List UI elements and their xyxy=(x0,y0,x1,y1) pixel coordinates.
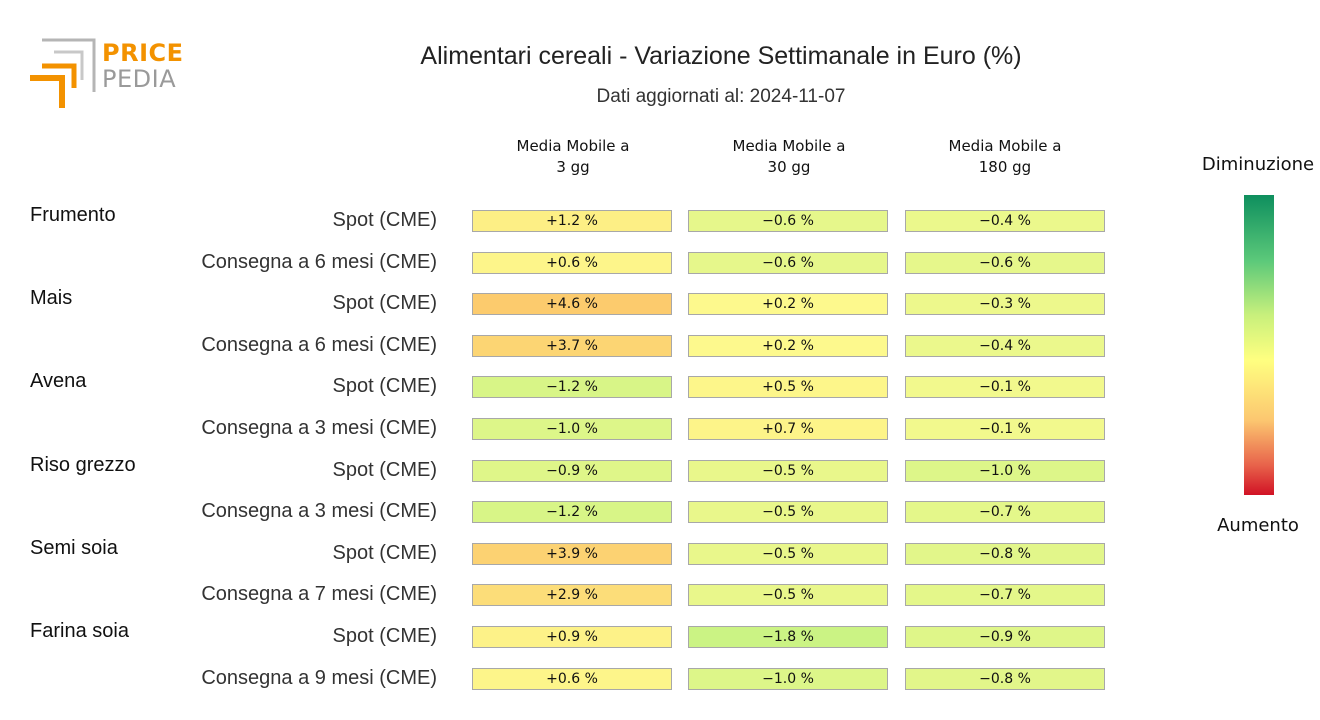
heatmap-cell: +4.6 % xyxy=(472,293,672,316)
heatmap-cell: −0.8 % xyxy=(905,542,1105,565)
heatmap-cell: −0.6 % xyxy=(688,251,888,274)
heatmap-cell: −0.7 % xyxy=(905,584,1105,607)
row-label: Consegna a 7 mesi (CME) xyxy=(201,583,437,606)
legend-label-decrease: Diminuzione xyxy=(1201,154,1315,175)
legend-colorbar xyxy=(1244,195,1274,495)
column-header-line2: 180 gg xyxy=(978,158,1032,176)
row-label: Spot (CME) xyxy=(332,541,437,564)
row-label: Consegna a 6 mesi (CME) xyxy=(201,250,437,273)
heatmap-cell: −1.2 % xyxy=(472,376,672,399)
heatmap-cell: −1.0 % xyxy=(472,418,672,440)
heatmap-cell: −0.9 % xyxy=(905,626,1105,648)
column-header-line1: Media Mobile a xyxy=(732,137,846,155)
row-label: Spot (CME) xyxy=(332,625,437,647)
group-label: Frumento xyxy=(30,204,116,226)
heatmap-cell: −1.2 % xyxy=(472,501,672,524)
column-header: Media Mobile a 3 gg xyxy=(472,136,674,178)
heatmap-cell: −0.1 % xyxy=(905,376,1105,399)
group-label: Farina soia xyxy=(30,620,129,642)
heatmap-cell: −0.1 % xyxy=(905,418,1105,440)
heatmap-cell: +0.6 % xyxy=(472,251,672,274)
row-label: Consegna a 3 mesi (CME) xyxy=(201,417,437,439)
row-label: Spot (CME) xyxy=(332,375,437,398)
row-label: Spot (CME) xyxy=(332,458,437,481)
row-label: Consegna a 3 mesi (CME) xyxy=(201,500,437,523)
heatmap-cell: +0.2 % xyxy=(688,293,888,316)
heatmap-cell: −1.8 % xyxy=(688,626,888,648)
row-label: Consegna a 6 mesi (CME) xyxy=(201,333,437,356)
heatmap-cell: −1.0 % xyxy=(688,667,888,690)
chart-title: Alimentari cereali - Variazione Settiman… xyxy=(420,42,1022,70)
heatmap-cell: −0.6 % xyxy=(905,251,1105,274)
column-header-line2: 30 gg xyxy=(767,158,811,176)
heatmap-cell: −0.3 % xyxy=(905,293,1105,316)
heatmap-cell: +2.9 % xyxy=(472,584,672,607)
heatmap-cell: −0.4 % xyxy=(905,334,1105,357)
logo-text-price: PRICE xyxy=(102,39,184,67)
group-label: Mais xyxy=(30,287,73,310)
group-label: Avena xyxy=(30,370,87,393)
heatmap-cell: −0.5 % xyxy=(688,584,888,607)
heatmap-cell: −0.8 % xyxy=(905,667,1105,690)
row-label: Consegna a 9 mesi (CME) xyxy=(201,666,437,689)
column-header-line1: Media Mobile a xyxy=(516,137,630,155)
heatmap-cell: +0.5 % xyxy=(688,376,888,399)
group-label: Semi soia xyxy=(30,536,118,559)
heatmap-cell: −0.5 % xyxy=(688,459,888,482)
heatmap-cell: +1.2 % xyxy=(472,210,672,232)
heatmap-cell: +0.9 % xyxy=(472,626,672,648)
column-header: Media Mobile a 30 gg xyxy=(688,136,890,178)
column-header-line1: Media Mobile a xyxy=(948,137,1062,155)
heatmap-cell: −0.4 % xyxy=(905,210,1105,232)
heatmap-cell: −1.0 % xyxy=(905,459,1105,482)
heatmap-cell: −0.9 % xyxy=(472,459,672,482)
column-header: Media Mobile a 180 gg xyxy=(904,136,1106,178)
heatmap-cell: −0.5 % xyxy=(688,501,888,524)
heatmap-cell: +0.7 % xyxy=(688,418,888,440)
logo-mark-icon xyxy=(30,38,96,108)
logo-text-pedia: PEDIA xyxy=(102,65,177,93)
heatmap-cell: +3.9 % xyxy=(472,542,672,565)
heatmap-cell: +3.7 % xyxy=(472,334,672,357)
heatmap-cell: −0.5 % xyxy=(688,542,888,565)
heatmap-cell: +0.2 % xyxy=(688,334,888,357)
row-label: Spot (CME) xyxy=(332,209,437,231)
pricepedia-logo: PRICE PEDIA xyxy=(28,36,188,112)
heatmap-cell: −0.7 % xyxy=(905,501,1105,524)
legend-label-increase: Aumento xyxy=(1217,515,1299,536)
column-header-line2: 3 gg xyxy=(556,158,590,176)
heatmap-cell: +0.6 % xyxy=(472,667,672,690)
group-label: Riso grezzo xyxy=(30,453,136,476)
row-label: Spot (CME) xyxy=(332,292,437,315)
heatmap-cell: −0.6 % xyxy=(688,210,888,232)
chart-subtitle: Dati aggiornati al: 2024-11-07 xyxy=(596,86,846,107)
